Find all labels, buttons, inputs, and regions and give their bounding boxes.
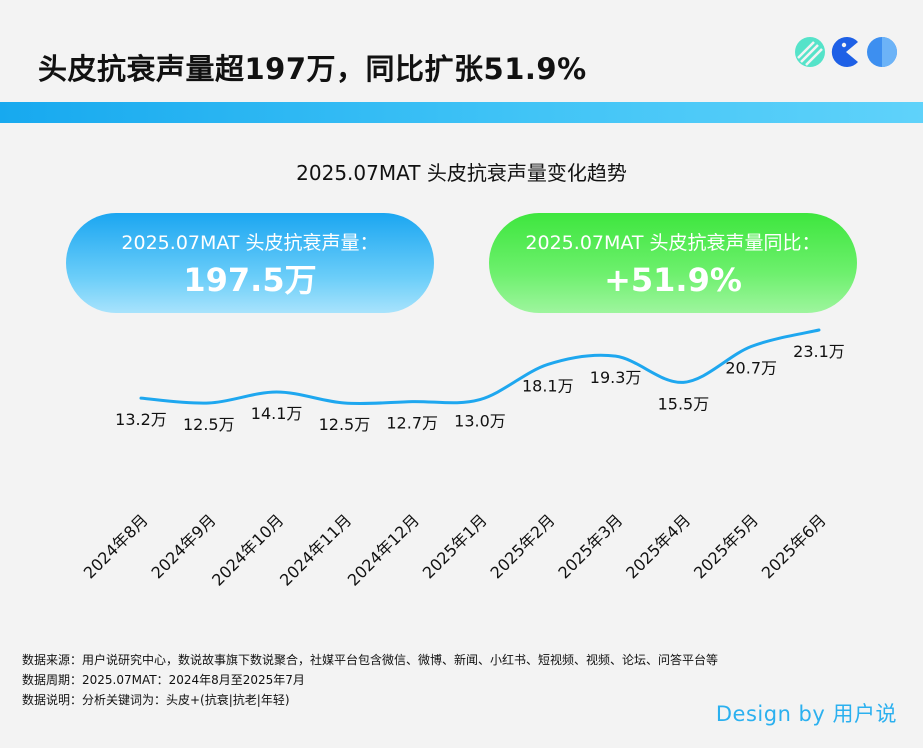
x-tick-label: 2024年10月 [208, 510, 287, 589]
x-tick-label: 2025年2月 [487, 510, 559, 582]
data-label: 13.0万 [454, 412, 506, 431]
logo-leaf-icon [795, 37, 825, 67]
data-label: 13.2万 [115, 410, 167, 429]
data-label: 18.1万 [522, 376, 574, 395]
x-tick-label: 2025年6月 [758, 510, 830, 582]
footer-period: 数据周期：2025.07MAT：2024年8月至2025年7月 [22, 673, 305, 687]
data-label: 19.3万 [590, 368, 642, 387]
logo-pacman-icon [831, 37, 858, 67]
footer-source: 数据来源：用户说研究中心，数说故事旗下数说聚合，社媒平台包含微信、微博、新闻、小… [22, 653, 719, 667]
x-tick-label: 2025年3月 [554, 510, 626, 582]
x-tick-label: 2024年9月 [148, 510, 220, 582]
footer-notes: 数据来源：用户说研究中心，数说故事旗下数说聚合，社媒平台包含微信、微博、新闻、小… [22, 650, 718, 710]
x-tick-label: 2025年4月 [622, 510, 694, 582]
chart-title: 2025.07MAT 头皮抗衰声量变化趋势 [296, 161, 627, 185]
x-tick-label: 2024年11月 [276, 510, 355, 589]
series-line [139, 328, 821, 406]
x-tick-label: 2025年1月 [419, 510, 491, 582]
header-band [0, 102, 923, 123]
data-label: 20.7万 [725, 359, 777, 378]
kpi-volume-value: 197.5万 [183, 261, 317, 299]
page-title: 头皮抗衰声量超197万，同比扩张51.9% [38, 52, 587, 86]
data-label: 12.7万 [386, 414, 438, 433]
kpi-volume-card: 2025.07MAT 头皮抗衰声量： 197.5万 [66, 213, 434, 313]
kpi-growth-value: +51.9% [604, 261, 742, 299]
footer-note: 数据说明：分析关键词为：头皮+(抗衰|抗老|年轻) [22, 693, 290, 707]
x-tick-label: 2024年8月 [80, 510, 152, 582]
kpi-growth-label: 2025.07MAT 头皮抗衰声量同比： [525, 232, 821, 254]
data-label: 23.1万 [793, 342, 845, 361]
data-label: 15.5万 [658, 394, 710, 413]
brand-logo [795, 37, 897, 67]
data-label: 12.5万 [319, 415, 371, 434]
header: 头皮抗衰声量超197万，同比扩张51.9% [0, 0, 923, 102]
design-credit: Design by 用户说 [715, 702, 897, 726]
logo-dotted-circle-icon [867, 37, 897, 67]
x-tick-label: 2025年5月 [690, 510, 762, 582]
data-label: 14.1万 [251, 404, 303, 423]
kpi-growth-card: 2025.07MAT 头皮抗衰声量同比： +51.9% [489, 213, 857, 313]
kpi-volume-label: 2025.07MAT 头皮抗衰声量： [121, 232, 379, 254]
x-tick-label: 2024年12月 [344, 510, 423, 589]
data-label: 12.5万 [183, 415, 235, 434]
